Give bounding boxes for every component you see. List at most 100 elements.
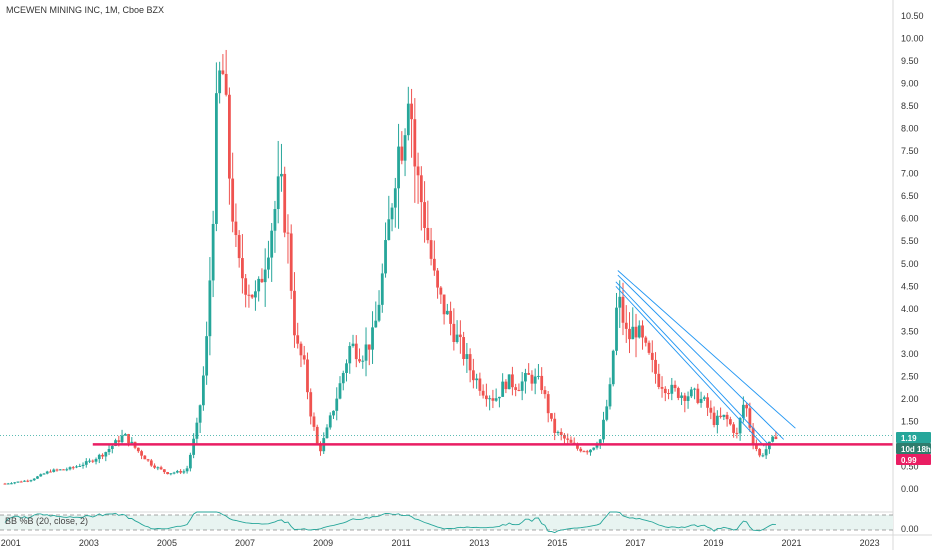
candle-body [169,473,173,475]
candle-body [702,397,706,399]
current-price-label: 1.19 [901,434,917,443]
candle-body [257,278,261,292]
candle-body [722,414,726,417]
candle-body [23,480,26,482]
candle-body [341,372,345,384]
candle-body [439,287,443,295]
candle-body [592,447,596,450]
candle-body [75,466,78,468]
candle-body [166,472,169,475]
support-price-label: 0.99 [901,456,917,465]
candle-body [71,467,75,469]
trendline-group[interactable] [615,270,796,447]
candle-body [631,326,635,340]
price-tick-label: 3.00 [901,349,919,359]
candle-body [29,480,33,482]
candle-body [429,240,433,259]
candle-body [348,345,352,364]
candle-body [455,334,459,343]
candle-body [761,455,765,457]
candle-body [732,424,736,433]
candle-body [618,296,622,308]
candle-body [650,352,654,360]
candle-body [328,415,332,428]
candle-body [335,398,339,411]
candle-body [267,257,270,270]
symbol-title[interactable]: MCEWEN MINING INC, 1M, Cboe BZX [6,5,164,15]
candle-body [758,449,762,456]
candle-body [32,478,36,481]
candle-body [273,209,277,231]
candle-body [127,434,130,444]
candle-body [345,363,348,373]
candle-body [488,398,492,400]
indicator-line [4,511,776,534]
price-axis[interactable]: 0.000.501.001.502.002.503.003.504.004.50… [901,11,924,494]
candle-body [647,342,651,353]
current-price-badge: 1.19 [896,432,931,443]
candle-body [754,443,758,450]
candle-body [45,471,49,474]
trendline[interactable] [617,274,785,440]
candle-body [97,454,101,460]
candle-body [120,435,124,443]
candle-body [182,471,186,473]
indicator-pane[interactable]: BB %B (20, close, 2) 0.00 [0,511,919,534]
candle-body [237,235,241,259]
time-tick-label: 2023 [860,538,880,548]
candle-body [159,467,163,470]
price-tick-label: 7.50 [901,146,919,156]
candle-body [432,258,436,271]
candle-body [377,304,381,321]
candle-body [104,452,108,457]
candle-body [162,469,166,473]
candle-body [712,412,716,425]
candle-body [491,398,495,401]
indicator-label[interactable]: BB %B (20, close, 2) [5,516,88,526]
candle-body [16,481,20,483]
candle-body [663,388,667,394]
candle-body [58,469,62,471]
time-tick-label: 2017 [625,538,645,548]
candle-body [462,337,466,359]
candle-body [198,405,202,423]
indicator-axis-label: 0.00 [901,524,919,534]
candle-body [563,434,566,439]
candle-body [543,390,547,395]
candle-body [332,410,335,416]
candle-body [214,93,218,224]
candle-body [436,270,439,288]
candle-body [693,388,696,390]
candle-body [497,396,501,399]
candle-body [374,320,378,328]
candle-body [719,415,722,417]
time-tick-label: 2001 [1,538,21,548]
candle-body [299,343,303,356]
time-tick-label: 2021 [781,538,801,548]
candle-body [400,146,404,161]
candle-body [338,383,342,399]
candle-body [221,70,225,74]
candle-body [312,416,316,427]
candle-body [361,360,365,362]
candle-body [260,278,264,283]
time-axis[interactable]: 2001 2003 2005 2007 2009 2011 2013 2015 2017 2019… [1,538,880,548]
candle-body [550,413,553,419]
candle-body [452,323,456,343]
candle-body [511,374,514,388]
trendline[interactable] [615,281,771,447]
candle-body [276,176,280,210]
candle-body [390,207,394,220]
candle-body [410,103,413,120]
candle-body [208,280,212,337]
candle-body [52,469,56,472]
candle-body [602,419,605,440]
candle-body [19,481,23,483]
candle-body [6,483,10,485]
trendline[interactable] [615,285,765,447]
price-pane[interactable] [0,49,893,485]
candle-body [680,395,683,398]
trendline[interactable] [617,270,796,429]
candle-body [605,406,609,420]
candle-body [520,381,524,391]
